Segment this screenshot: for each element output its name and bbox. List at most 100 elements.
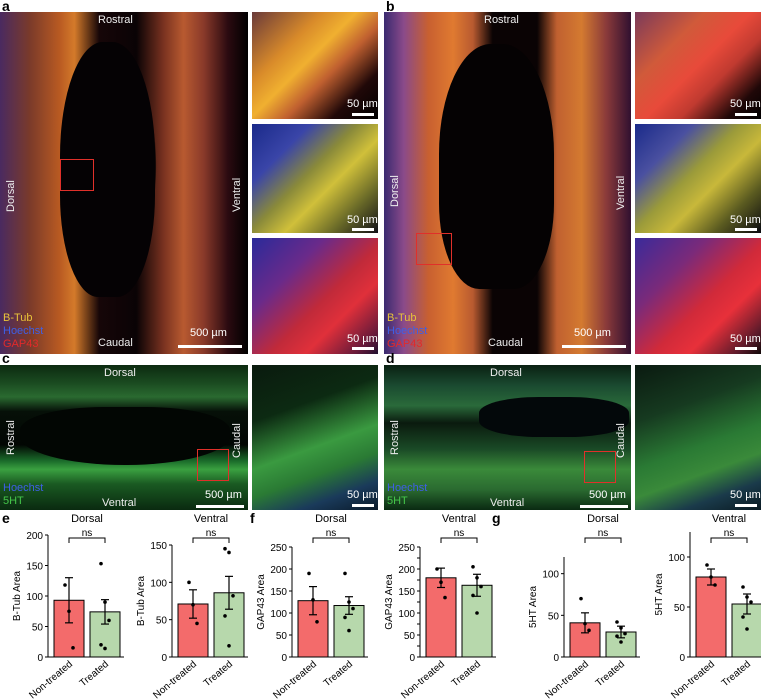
- scalebar-text-a2: 50 µm: [347, 214, 378, 226]
- y-tick-label: 0: [553, 653, 559, 664]
- data-point: [99, 643, 103, 647]
- scalebar-d: [580, 505, 628, 508]
- scalebar-text-b: 500 µm: [574, 327, 611, 339]
- data-point: [475, 576, 479, 580]
- legend-gap43: GAP43: [3, 338, 39, 350]
- y-tick-label: 50: [674, 603, 686, 614]
- chart-title: Ventral: [442, 513, 476, 525]
- scalebar-c: [196, 505, 244, 508]
- y-tick-label: 250: [270, 543, 287, 554]
- y-tick-label: 100: [270, 609, 287, 620]
- label-dorsal-b: Dorsal: [389, 175, 401, 207]
- y-tick-label: 150: [270, 587, 287, 598]
- category-label: Treated: [594, 659, 627, 689]
- data-point: [579, 596, 583, 601]
- micrograph-a-zoom-merge: 50 µm: [252, 12, 378, 119]
- category-label: Non-treated: [543, 659, 591, 700]
- label-rostral-b: Rostral: [484, 14, 519, 26]
- category-label: Treated: [202, 659, 235, 689]
- legend-ab-a: B-Tub Hoechst GAP43: [3, 312, 43, 351]
- data-point: [709, 575, 713, 579]
- data-point: [439, 580, 443, 584]
- bar-treated: [605, 631, 637, 658]
- label-dorsal-c: Dorsal: [104, 367, 136, 379]
- scalebar-a1: [352, 113, 374, 116]
- legend-hoechst: Hoechst: [3, 325, 44, 337]
- scalebar-text-a1: 50 µm: [347, 98, 378, 110]
- label-caudal-b: Caudal: [488, 337, 523, 349]
- legend-cd-c: Hoechst 5HT: [3, 482, 43, 508]
- y-tick-label: 100: [26, 592, 43, 603]
- bar-treated: [731, 603, 761, 658]
- data-point: [103, 646, 107, 651]
- data-point: [705, 563, 709, 567]
- legend-hoechst-d: Hoechst: [387, 482, 428, 494]
- data-point: [479, 584, 483, 589]
- data-point: [223, 546, 227, 551]
- lumen-d: [479, 397, 629, 437]
- scalebar-text-a: 500 µm: [190, 327, 227, 339]
- bar-non-treated: [53, 599, 85, 658]
- label-ventral-d: Ventral: [490, 497, 525, 509]
- scalebar-a: [178, 345, 242, 348]
- data-point: [99, 561, 103, 566]
- lumen-c: [20, 407, 230, 465]
- panel-letter-f: f: [250, 510, 255, 526]
- label-dorsal-d: Dorsal: [490, 367, 522, 379]
- y-tick-label: 250: [398, 543, 415, 554]
- significance-label: ns: [724, 528, 735, 539]
- category-label: Treated: [78, 659, 111, 689]
- category-label: Treated: [450, 659, 483, 689]
- lumen-b: [439, 44, 554, 289]
- panel-letter-c: c: [2, 350, 10, 366]
- scalebar-b1: [735, 113, 757, 116]
- y-tick-label: 150: [150, 541, 167, 552]
- scalebar-c1: [352, 504, 374, 507]
- scalebar-text-c: 500 µm: [205, 489, 242, 501]
- y-tick-label: 0: [161, 653, 167, 664]
- panel-letter-d: d: [386, 350, 395, 366]
- significance-label: ns: [206, 528, 217, 539]
- micrograph-a-zoom-gap43: 50 µm: [252, 238, 378, 354]
- data-point: [311, 598, 315, 602]
- significance-label: ns: [326, 528, 337, 539]
- y-tick-label: 50: [32, 623, 44, 634]
- scalebar-a2: [352, 228, 374, 231]
- scalebar-text-c1: 50 µm: [347, 489, 378, 501]
- bar-treated: [461, 584, 493, 658]
- scalebar-text-d1: 50 µm: [730, 489, 761, 501]
- y-tick-label: 100: [150, 578, 167, 589]
- micrograph-a-overview: Rostral Caudal Dorsal Ventral B-Tub Hoec…: [0, 12, 248, 354]
- scalebar-text-a3: 50 µm: [347, 333, 378, 345]
- y-axis-label: GAP43 Area: [384, 574, 395, 630]
- scalebar-a3: [352, 347, 374, 350]
- y-axis-label: B-Tub Area: [136, 575, 147, 626]
- y-tick-label: 50: [156, 616, 168, 627]
- micrograph-b-zoom-merge: 50 µm: [635, 12, 761, 119]
- data-point: [443, 595, 447, 600]
- y-axis-label: 5HT Area: [528, 586, 539, 628]
- data-point: [71, 646, 75, 650]
- data-point: [103, 600, 107, 604]
- scalebar-text-b2: 50 µm: [730, 214, 761, 226]
- bar-non-treated: [425, 577, 457, 658]
- label-ventral-a: Ventral: [231, 177, 243, 212]
- label-ventral-b: Ventral: [615, 175, 627, 210]
- label-caudal-d: Caudal: [615, 423, 627, 458]
- data-point: [231, 593, 235, 598]
- data-point: [475, 611, 479, 615]
- significance-bracket: [192, 537, 230, 543]
- legend-gap43-b: GAP43: [387, 338, 423, 350]
- data-point: [587, 628, 591, 633]
- y-tick-label: 100: [668, 553, 685, 564]
- scalebar-text-b3: 50 µm: [730, 333, 761, 345]
- significance-bracket: [710, 537, 748, 543]
- category-label: Non-treated: [271, 659, 319, 700]
- y-axis-label: GAP43 Area: [256, 574, 267, 630]
- data-point: [343, 571, 347, 576]
- scalebar-b3: [735, 347, 757, 350]
- significance-bracket: [440, 537, 478, 543]
- bar-non-treated: [177, 603, 209, 658]
- y-tick-label: 0: [679, 653, 685, 664]
- label-rostral-a: Rostral: [98, 14, 133, 26]
